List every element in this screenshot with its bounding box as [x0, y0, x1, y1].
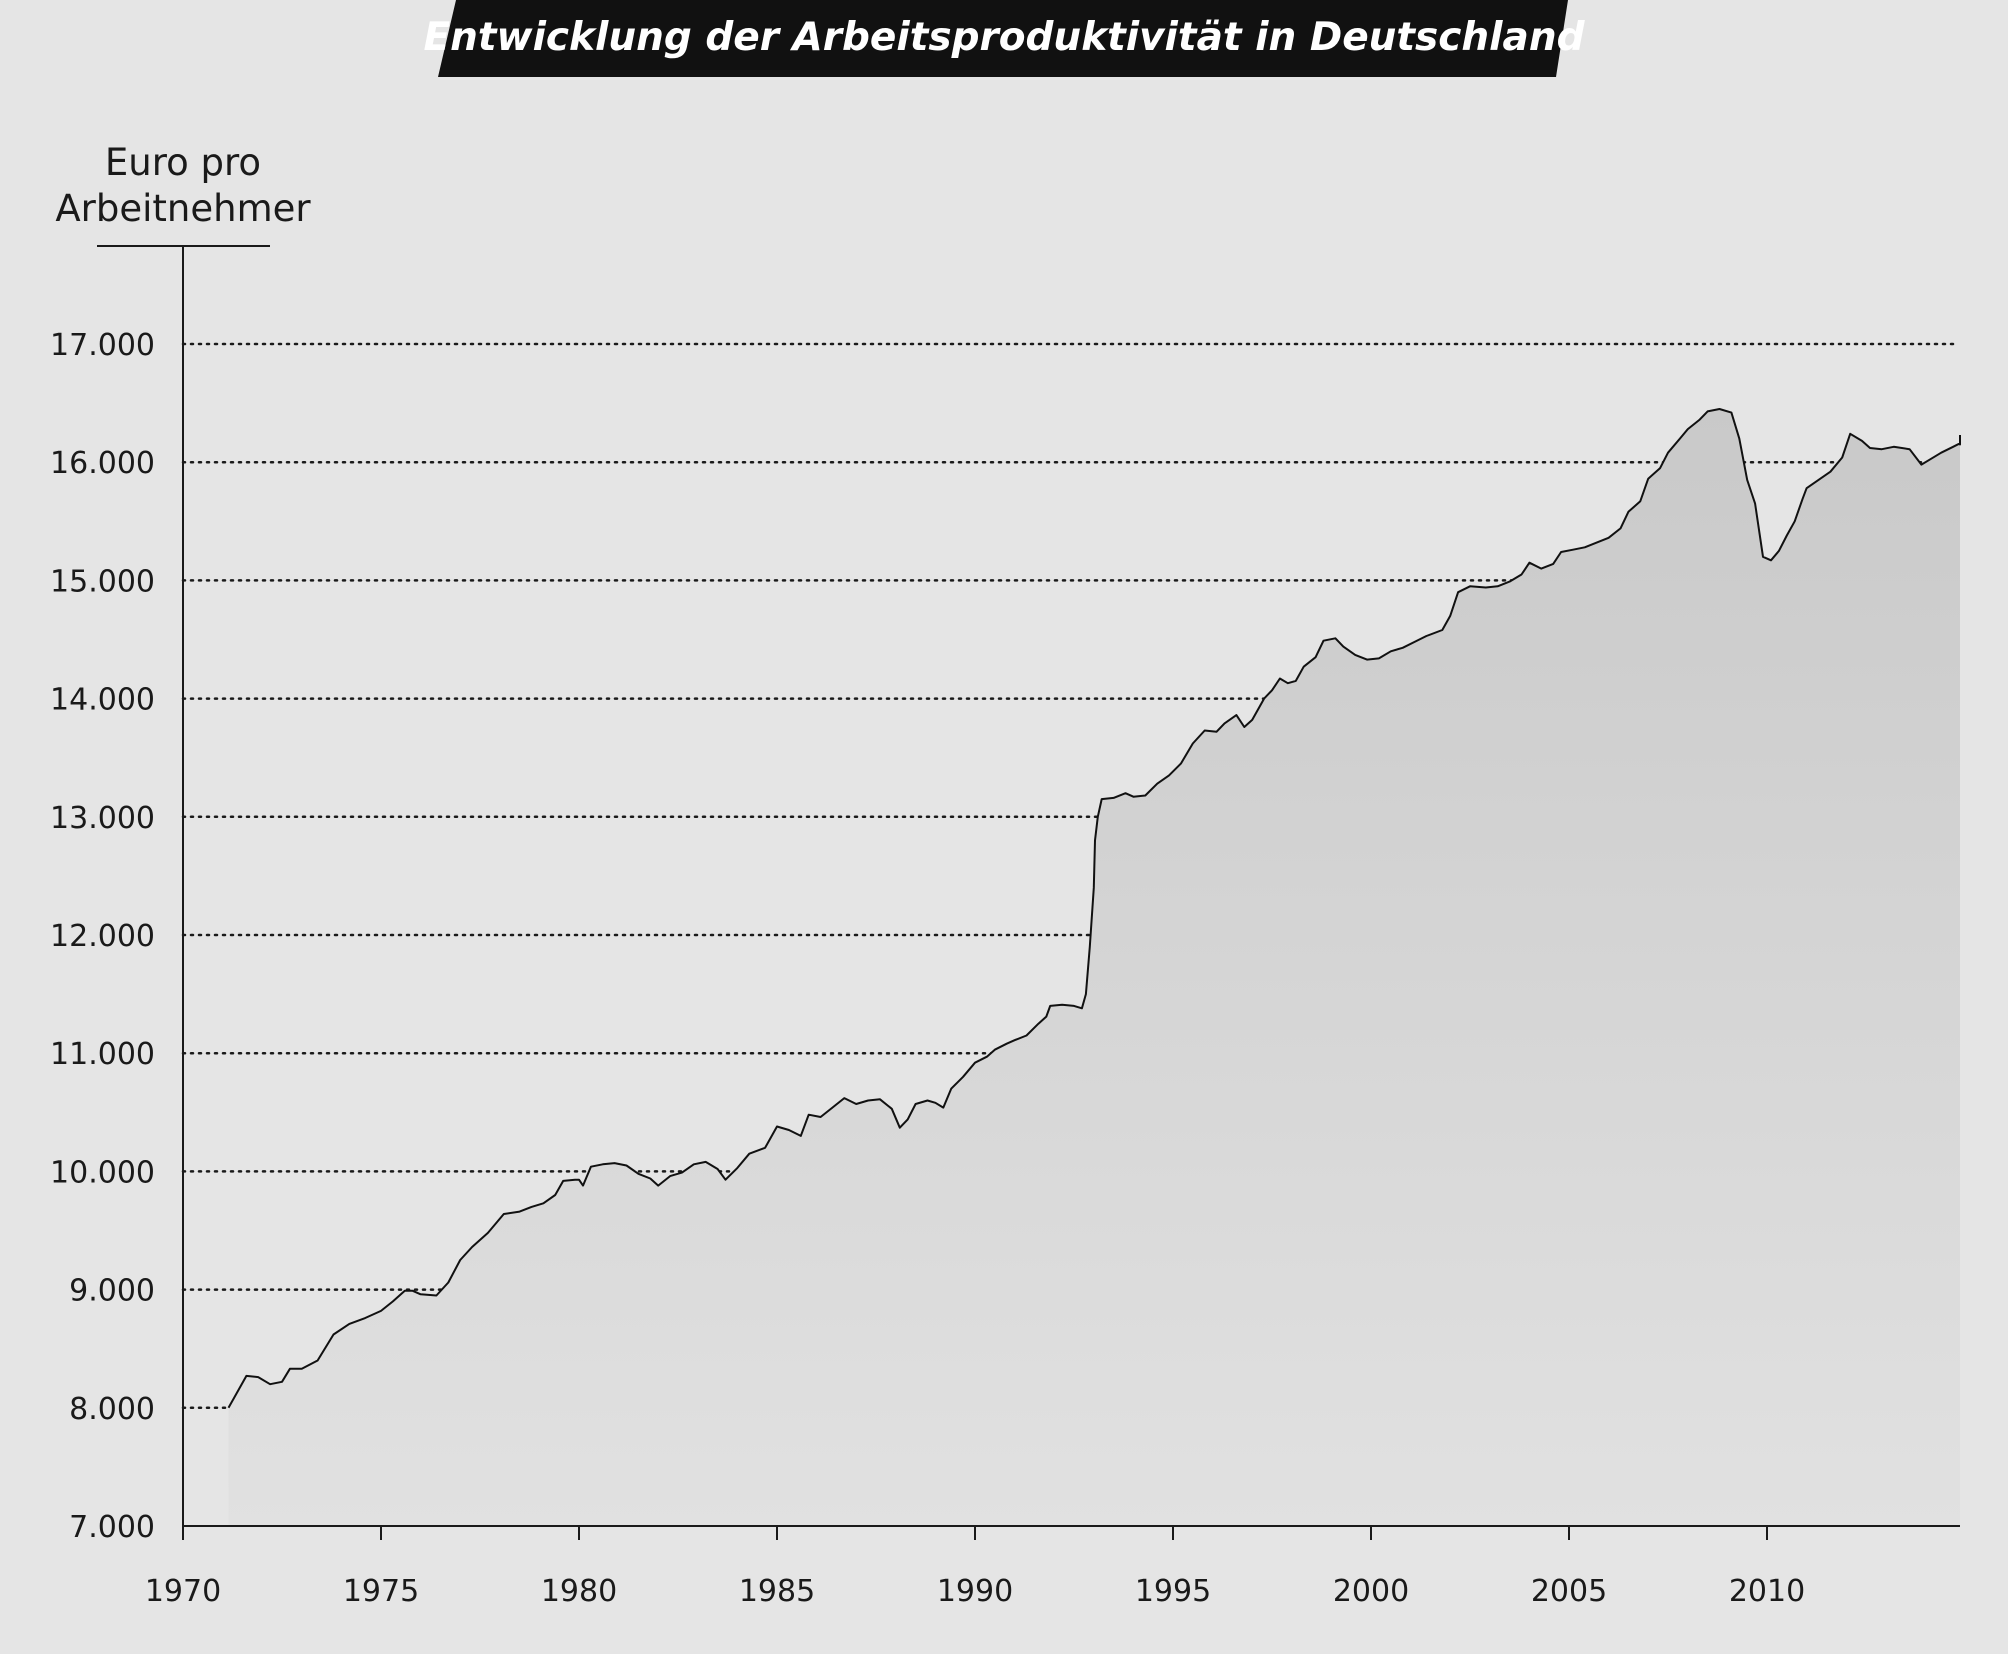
y-tick-label: 9.000 [69, 1274, 155, 1309]
y-tick-label: 15.000 [50, 564, 155, 599]
productivity-line [227, 408, 1961, 1409]
y-tick-label: 17.000 [50, 328, 155, 363]
x-tick-label: 1970 [145, 1574, 221, 1609]
x-ticks: 1970 1975 1980 1985 1990 1995 2000 2005 2010 [145, 1526, 1805, 1609]
y-axis-label-line-2: Arbeitnehmer [55, 187, 311, 230]
y-tick-label: 8.000 [69, 1392, 155, 1427]
y-axis-label: Euro pro Arbeitnehmer [55, 141, 311, 247]
x-tick-label: 2000 [1333, 1574, 1409, 1609]
x-tick-label: 1980 [541, 1574, 617, 1609]
x-tick-label: 1985 [739, 1574, 815, 1609]
x-tick-label: 1990 [937, 1574, 1013, 1609]
x-tick-label: 2005 [1531, 1574, 1607, 1609]
chart-title: Entwicklung der Arbeitsproduktivität in … [423, 15, 1585, 60]
y-tick-label: 10.000 [50, 1155, 155, 1190]
y-tick-labels: 7.000 8.000 9.000 10.000 11.000 12.000 13.000 1… [50, 328, 155, 1545]
y-tick-label: 13.000 [50, 801, 155, 836]
y-tick-label: 11.000 [50, 1037, 155, 1072]
data-area [227, 408, 1961, 1526]
y-tick-label: 7.000 [69, 1510, 155, 1545]
x-tick-label: 2010 [1729, 1574, 1805, 1609]
y-axis-label-line-1: Euro pro [105, 141, 261, 184]
y-tick-label: 12.000 [50, 919, 155, 954]
area-fill [228, 409, 1960, 1526]
x-tick-label: 1975 [343, 1574, 419, 1609]
chart-title-banner: Entwicklung der Arbeitsproduktivität in … [423, 0, 1586, 77]
y-tick-label: 14.000 [50, 683, 155, 718]
y-tick-label: 16.000 [50, 446, 155, 481]
axes [182, 246, 1960, 1527]
title-banner-shape [438, 0, 1568, 77]
x-tick-label: 1995 [1135, 1574, 1211, 1609]
